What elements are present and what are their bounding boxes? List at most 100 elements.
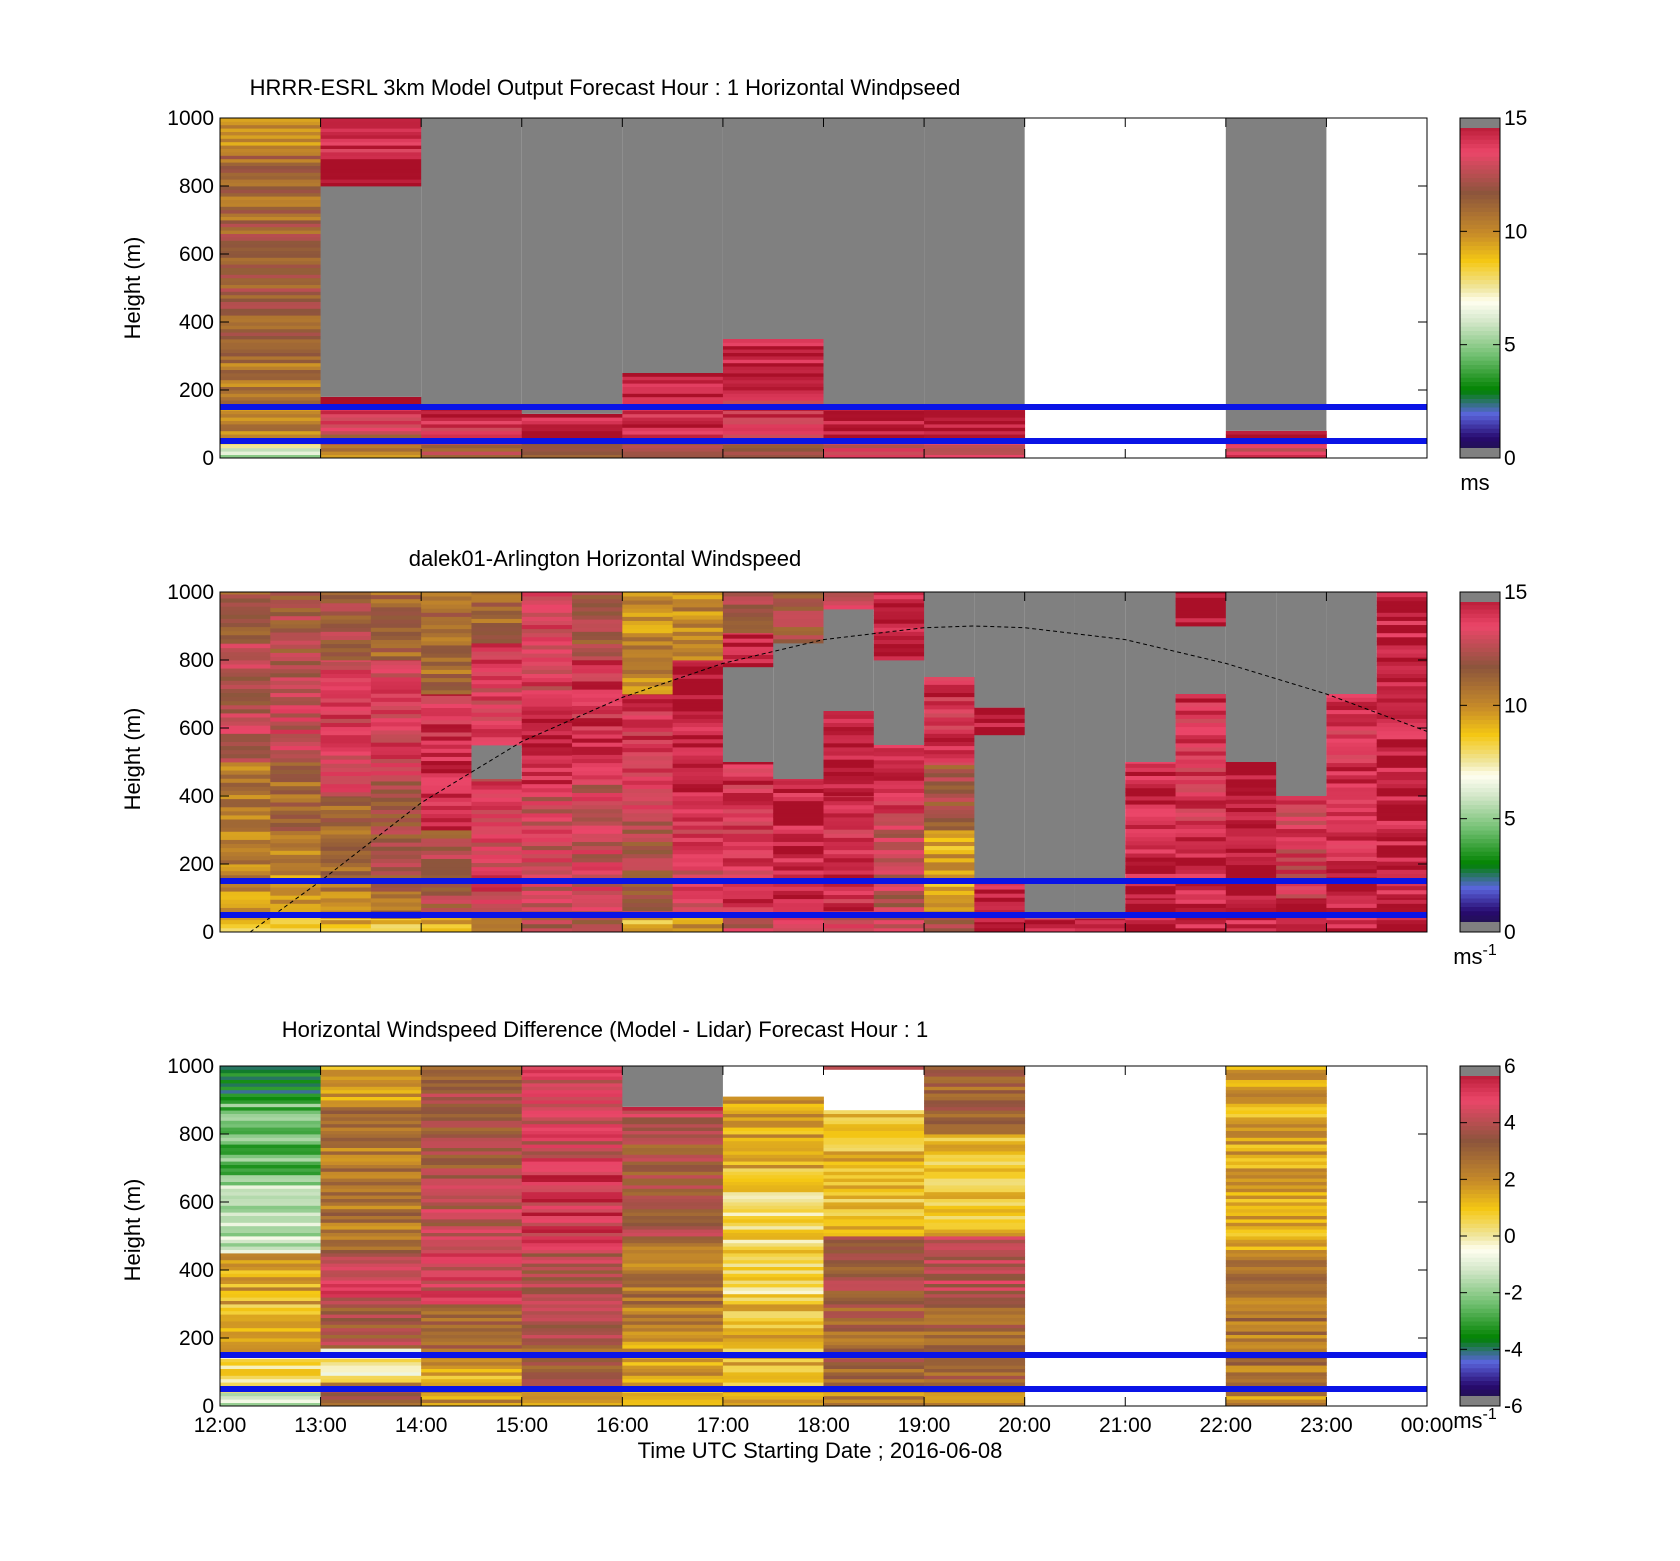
colorbar-segment xyxy=(1460,394,1500,399)
heatmap-cell xyxy=(722,1378,824,1383)
colorbar-segment xyxy=(1460,258,1500,263)
heatmap-cell xyxy=(220,704,271,710)
heatmap-cell xyxy=(471,643,523,648)
heatmap-cell xyxy=(924,684,975,689)
heatmap-cell xyxy=(873,755,925,761)
heatmap-cell xyxy=(521,808,573,814)
heatmap-cell xyxy=(924,1341,1026,1346)
heatmap-cell xyxy=(572,874,623,879)
heatmap-cell xyxy=(823,1402,925,1407)
heatmap-cell xyxy=(220,774,271,779)
heatmap-cell xyxy=(924,845,975,851)
heatmap-cell xyxy=(722,894,774,900)
colorbar-segment xyxy=(1460,1121,1500,1126)
heatmap-cell xyxy=(924,1202,1026,1206)
heatmap-cell xyxy=(572,770,623,776)
heatmap-cell xyxy=(370,681,422,686)
heatmap-cell xyxy=(622,386,724,391)
heatmap-cell xyxy=(622,849,674,855)
heatmap-cell xyxy=(974,917,1026,923)
colorbar-tick-label: 15 xyxy=(1504,581,1527,604)
heatmap-cell xyxy=(1225,774,1277,780)
heatmap-cell xyxy=(521,685,573,691)
heatmap-cell xyxy=(722,1198,824,1203)
heatmap-cell xyxy=(924,1399,1026,1403)
heatmap-cell xyxy=(622,379,724,384)
heatmap-cell xyxy=(924,1368,1026,1373)
missing-data-cell xyxy=(924,118,1025,407)
heatmap-cell xyxy=(270,636,321,641)
heatmap-cell xyxy=(722,339,824,343)
heatmap-cell xyxy=(1376,885,1428,891)
heatmap-cell xyxy=(622,759,674,765)
heatmap-cell xyxy=(320,1103,422,1108)
heatmap-cell xyxy=(220,866,271,872)
heatmap-cell xyxy=(1376,604,1428,610)
heatmap-cell xyxy=(622,665,674,670)
heatmap-cell xyxy=(873,894,925,900)
heatmap-cell xyxy=(622,661,674,666)
heatmap-cell xyxy=(622,776,674,781)
heatmap-cell xyxy=(722,1205,824,1210)
heatmap-cell xyxy=(421,1334,523,1339)
heatmap-cell xyxy=(622,1361,724,1366)
heatmap-cell xyxy=(320,1402,422,1407)
heatmap-cell xyxy=(622,628,674,634)
heatmap-cell xyxy=(572,804,623,810)
heatmap-cell xyxy=(572,861,623,867)
heatmap-cell xyxy=(924,1358,1026,1363)
heatmap-cell xyxy=(924,447,1026,452)
heatmap-cell xyxy=(924,894,975,900)
heatmap-cell xyxy=(622,1110,724,1114)
heatmap-cell xyxy=(873,927,925,933)
heatmap-cell xyxy=(220,257,321,262)
heatmap-cell xyxy=(622,427,724,432)
heatmap-cell xyxy=(220,216,321,221)
heatmap-cell xyxy=(270,640,321,645)
heatmap-cell xyxy=(722,417,824,421)
heatmap-cell xyxy=(1225,1191,1327,1196)
heatmap-cell xyxy=(220,855,271,861)
heatmap-cell xyxy=(1225,1314,1327,1318)
heatmap-cell xyxy=(1175,836,1227,842)
heatmap-cell xyxy=(823,1304,925,1308)
heatmap-cell xyxy=(270,729,321,734)
heatmap-cell xyxy=(823,1161,925,1165)
heatmap-cell xyxy=(924,874,975,879)
heatmap-cell xyxy=(1376,865,1428,870)
heatmap-cell xyxy=(220,206,321,211)
heatmap-cell xyxy=(924,1256,1026,1261)
heatmap-cell xyxy=(320,1219,422,1223)
heatmap-cell xyxy=(823,1317,925,1322)
heatmap-cell xyxy=(1276,820,1327,825)
colorbar-segment xyxy=(1460,1112,1500,1118)
heatmap-cell xyxy=(1125,820,1176,825)
heatmap-cell xyxy=(924,1154,1026,1159)
heatmap-cell xyxy=(823,592,875,598)
heatmap-cell xyxy=(421,661,472,666)
heatmap-cell xyxy=(1225,1154,1327,1159)
heatmap-cell xyxy=(320,1399,422,1403)
heatmap-cell xyxy=(521,1157,623,1162)
heatmap-cell xyxy=(823,1134,925,1138)
heatmap-cell xyxy=(370,709,422,715)
heatmap-cell xyxy=(320,1222,422,1227)
heatmap-cell xyxy=(220,1287,321,1291)
heatmap-cell xyxy=(924,809,975,815)
heatmap-cell xyxy=(1175,832,1227,838)
heatmap-cell xyxy=(622,845,674,851)
heatmap-cell xyxy=(220,349,321,353)
heatmap-cell xyxy=(220,288,321,292)
heatmap-cell xyxy=(370,606,422,612)
x-tick-label: 17:00 xyxy=(697,1414,750,1437)
heatmap-cell xyxy=(924,1066,1026,1070)
heatmap-cell xyxy=(421,1307,523,1312)
heatmap-cell xyxy=(1225,1382,1327,1386)
heatmap-cell xyxy=(572,705,623,711)
heatmap-cell xyxy=(1225,883,1277,888)
heatmap-cell xyxy=(1225,1144,1327,1148)
heatmap-cell xyxy=(924,1310,1026,1315)
heatmap-cell xyxy=(1225,1174,1327,1179)
heatmap-cell xyxy=(471,712,523,717)
heatmap-cell xyxy=(1175,783,1227,789)
